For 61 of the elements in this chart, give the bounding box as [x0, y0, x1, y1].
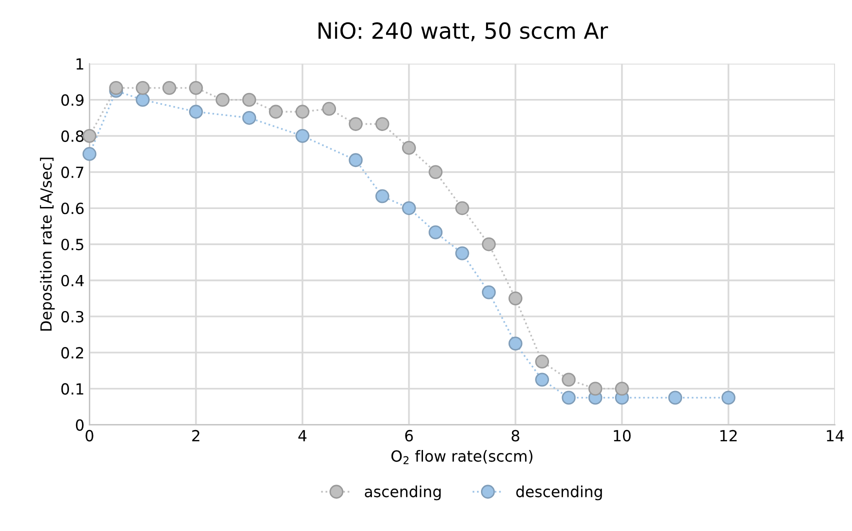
x-tick-label: 0 [86, 430, 94, 442]
point [296, 128, 310, 143]
point [348, 153, 363, 168]
point [535, 372, 550, 387]
point [136, 92, 150, 107]
point [428, 225, 443, 240]
y-tick-label: 0.5 [61, 238, 84, 250]
point [535, 354, 550, 369]
point [136, 80, 150, 95]
point [455, 246, 470, 260]
y-tick-label: 0.6 [61, 202, 84, 214]
y-tick-label: 0.2 [61, 347, 84, 359]
x-axis-title: O$_{2}$ flow rate(sccm) [391, 450, 532, 464]
point [348, 117, 363, 131]
point [268, 104, 283, 119]
point [402, 140, 416, 155]
y-tick-label: 1 [76, 58, 84, 70]
x-tick-label: 6 [405, 430, 413, 442]
y-tick-label: 0.4 [61, 274, 84, 286]
point [375, 189, 390, 204]
y-tick-label: 0.1 [61, 383, 84, 395]
point [375, 117, 390, 131]
point [482, 285, 496, 300]
x-tick-label: 2 [192, 430, 200, 442]
point [296, 104, 310, 119]
point [428, 165, 443, 179]
point [482, 237, 496, 252]
y-axis-title: Deposition rate [A/sec] [40, 158, 55, 331]
x-tick-label: 10 [614, 430, 631, 442]
point [402, 201, 416, 216]
y-tick-label: 0.3 [61, 310, 84, 322]
point [562, 372, 576, 387]
point [162, 80, 176, 95]
point [588, 382, 602, 396]
point [668, 390, 682, 405]
point [615, 382, 629, 396]
y-tick-label: 0.8 [61, 130, 84, 142]
point [242, 110, 256, 125]
point [455, 201, 470, 216]
x-tick-label: 8 [512, 430, 520, 442]
chart-title: NiO: 240 watt, 50 sccm Ar [318, 22, 608, 42]
legend-label: descending [516, 485, 602, 500]
point [189, 104, 203, 119]
point [82, 128, 96, 143]
y-tick-label: 0.7 [61, 166, 84, 178]
x-tick-label: 14 [826, 430, 844, 442]
x-tick-label: 12 [720, 430, 737, 442]
x-tick-label: 4 [298, 430, 306, 442]
y-tick-label: 0.9 [61, 94, 84, 106]
legend-label: ascending [364, 485, 441, 500]
point [109, 80, 124, 95]
point [216, 92, 230, 107]
point [562, 390, 576, 405]
point [722, 390, 736, 405]
y-tick-label: 0 [76, 419, 84, 431]
point [189, 80, 203, 95]
point [242, 92, 256, 107]
point [322, 102, 336, 116]
point [508, 336, 522, 350]
point [508, 291, 522, 306]
point [82, 147, 96, 161]
